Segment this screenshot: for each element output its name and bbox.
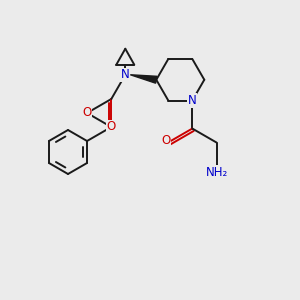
Text: NH₂: NH₂ [206, 166, 228, 179]
Polygon shape [130, 75, 157, 83]
Text: N: N [121, 68, 130, 81]
Text: O: O [107, 121, 116, 134]
Text: O: O [161, 134, 171, 147]
Text: O: O [82, 106, 92, 119]
Text: N: N [188, 94, 197, 107]
